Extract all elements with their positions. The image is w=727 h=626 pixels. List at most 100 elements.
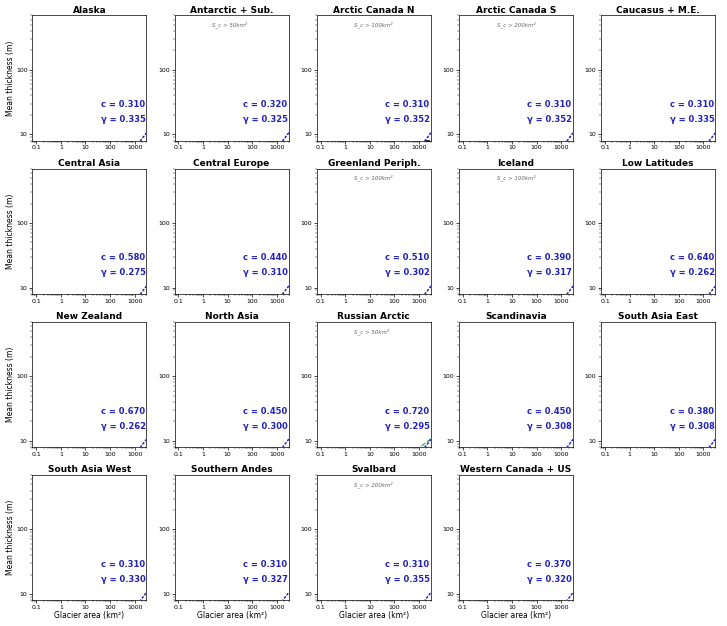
Point [385,478,396,488]
Point [662,336,674,346]
Point [234,493,246,503]
Point [351,478,363,488]
Point [493,214,505,224]
Point [308,251,319,261]
Point [234,353,246,363]
Point [81,332,93,342]
Point [467,547,478,557]
Point [638,516,649,526]
Point [627,525,638,535]
Point [349,225,361,235]
Point [322,521,334,531]
Point [308,256,320,266]
Point [97,332,108,342]
Point [132,162,143,172]
Point [637,232,648,242]
Point [474,235,486,245]
Point [378,187,390,197]
Point [526,346,538,356]
Point [619,239,631,249]
Point [181,230,193,240]
Point [524,173,536,183]
Point [350,499,361,509]
Point [105,170,117,180]
Point [79,493,91,503]
Point [99,199,111,209]
Point [390,180,401,190]
Point [345,215,357,225]
Point [243,191,254,201]
Point [382,322,393,332]
Point [57,531,69,541]
Point [46,235,57,245]
Point [646,344,658,354]
Point [317,250,329,260]
Point [490,521,502,531]
Point [382,170,393,180]
Point [510,362,522,372]
Text: γ = 0.355: γ = 0.355 [385,575,430,584]
Point [632,529,643,539]
Point [517,501,529,511]
Point [517,501,529,511]
Point [525,186,537,196]
Point [505,490,516,500]
Point [646,345,658,355]
Point [58,223,70,233]
Point [51,367,63,377]
Point [384,328,395,338]
Point [325,250,337,260]
Point [50,223,62,233]
Point [350,241,361,251]
Point [337,508,349,518]
Point [76,341,87,351]
Point [64,351,76,361]
Point [45,504,57,514]
Point [58,519,70,529]
Point [627,230,639,240]
Point [489,212,500,222]
Point [345,367,356,377]
Point [170,546,182,556]
Point [217,347,228,357]
Point [494,367,506,377]
Point [479,362,491,372]
Point [225,205,237,215]
Point [64,223,76,233]
Point [224,526,236,536]
Point [206,356,218,366]
Point [603,376,615,386]
Point [26,526,38,536]
Point [630,354,642,364]
Point [206,515,217,525]
Point [201,365,213,375]
Point [90,340,102,350]
Point [237,329,249,339]
Point [659,196,670,206]
Point [193,367,204,377]
Point [365,202,377,212]
Point [659,211,671,221]
Point [342,363,354,373]
Point [62,526,73,536]
Point [623,227,635,237]
Point [630,227,642,237]
Point [207,218,219,228]
Point [56,210,68,220]
Point [215,357,227,367]
Point [520,494,531,504]
Point [235,480,246,490]
Point [170,245,182,255]
Point [404,470,416,480]
Point [254,478,266,488]
Point [240,174,252,184]
Point [231,193,243,203]
Point [344,496,356,506]
Point [515,207,527,217]
Point [359,342,371,352]
Point [96,483,108,493]
Point [499,510,511,520]
Point [374,493,386,503]
Point [470,386,481,396]
Point [332,377,343,387]
